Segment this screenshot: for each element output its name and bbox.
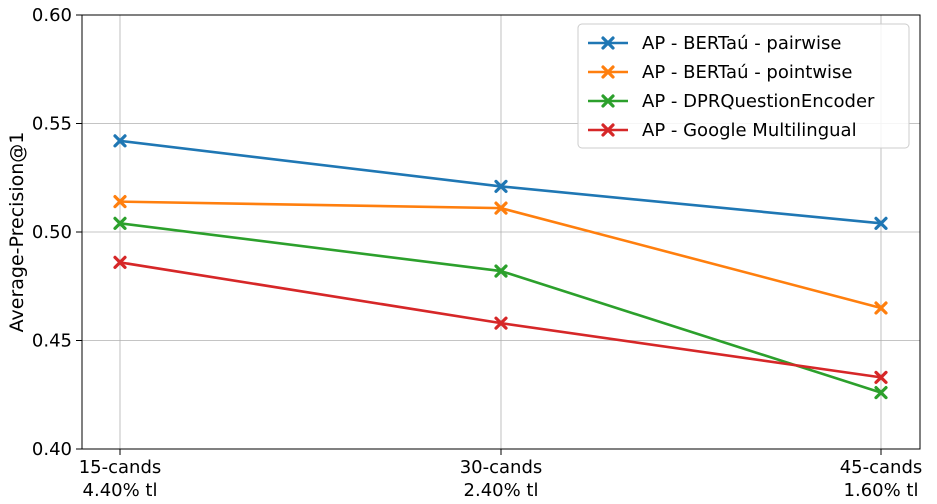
legend-entry: AP - BERTaú - pointwise bbox=[588, 62, 853, 83]
legend: AP - BERTaú - pairwise AP - BERTaú - poin… bbox=[577, 23, 910, 149]
x-tick-label-line: 2.40% tl bbox=[464, 480, 539, 501]
legend-marker bbox=[601, 94, 615, 108]
data-point bbox=[494, 179, 508, 194]
x-tick-label: 30-cands 2.40% tl bbox=[460, 457, 543, 501]
data-point bbox=[494, 201, 508, 215]
series-line bbox=[119, 261, 882, 379]
y-tick-label: 0.55 bbox=[32, 114, 72, 135]
series-2 bbox=[113, 195, 888, 315]
data-point bbox=[113, 255, 127, 269]
x-tick-label-line: 45-cands bbox=[840, 457, 923, 478]
x-tick-label-line: 4.40% tl bbox=[83, 480, 158, 501]
data-point bbox=[113, 134, 127, 148]
data-point bbox=[874, 370, 888, 384]
y-axis-label: Average-Precision@1 bbox=[6, 132, 28, 333]
legend-marker bbox=[601, 36, 615, 50]
x-tick-label-line: 30-cands bbox=[460, 457, 543, 478]
series-line bbox=[119, 139, 882, 225]
legend-marker bbox=[601, 123, 615, 137]
x-tick-label-line: 15-cands bbox=[79, 457, 162, 478]
y-tick-label: 0.40 bbox=[32, 439, 72, 460]
y-tick-label: 0.60 bbox=[32, 5, 72, 26]
y-tick-label: 0.45 bbox=[32, 331, 72, 352]
series-1 bbox=[113, 134, 888, 230]
legend-entry: AP - DPRQuestionEncoder bbox=[588, 91, 875, 112]
data-point bbox=[874, 301, 888, 315]
x-axis: 15-cands 4.40% tl 30-cands 2.40% tl 45-cands… bbox=[79, 449, 923, 501]
legend-entry: AP - BERTaú - pairwise bbox=[588, 33, 841, 54]
data-point bbox=[874, 216, 888, 230]
data-point bbox=[113, 216, 127, 230]
data-point bbox=[494, 264, 508, 278]
data-point bbox=[494, 316, 508, 330]
data-point bbox=[874, 385, 888, 400]
series-3 bbox=[113, 216, 888, 400]
legend-label: AP - Google Multilingual bbox=[642, 120, 857, 141]
legend-label: AP - DPRQuestionEncoder bbox=[642, 91, 875, 112]
legend-label: AP - BERTaú - pointwise bbox=[642, 62, 853, 83]
series-layer bbox=[113, 134, 888, 400]
data-point bbox=[113, 195, 127, 209]
x-tick-label: 45-cands 1.60% tl bbox=[840, 457, 923, 501]
series-line bbox=[119, 200, 882, 310]
x-tick-label: 15-cands 4.40% tl bbox=[79, 457, 162, 501]
x-tick-label-line: 1.60% tl bbox=[844, 480, 919, 501]
legend-box bbox=[577, 23, 910, 149]
legend-label: AP - BERTaú - pairwise bbox=[642, 33, 841, 54]
legend-marker bbox=[601, 65, 615, 79]
series-line bbox=[119, 222, 882, 394]
legend-entry: AP - Google Multilingual bbox=[588, 120, 857, 141]
y-tick-label: 0.50 bbox=[32, 222, 72, 243]
y-axis: 0.40 0.45 0.50 0.55 0.60 bbox=[32, 5, 82, 460]
series-4 bbox=[113, 255, 888, 384]
